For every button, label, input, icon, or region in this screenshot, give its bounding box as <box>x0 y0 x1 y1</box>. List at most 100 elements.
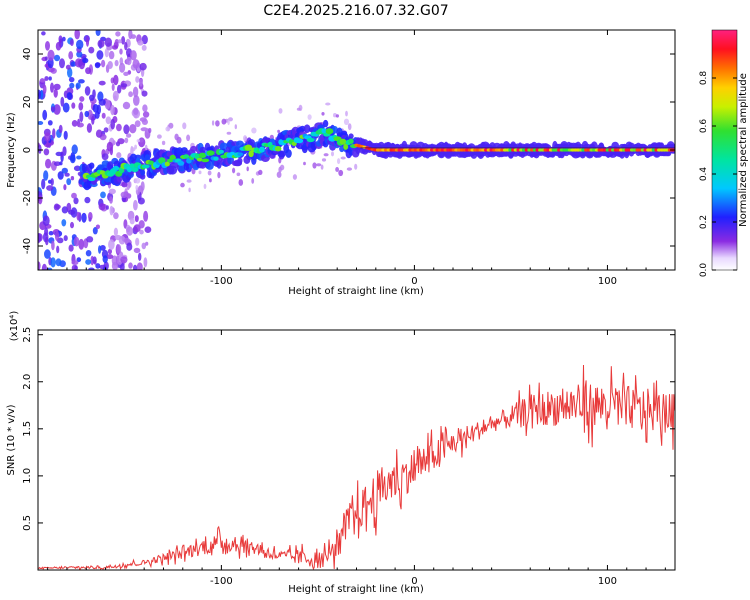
spectral-blob <box>139 173 146 180</box>
spectral-blob <box>71 264 78 270</box>
spectral-blob <box>134 154 142 161</box>
spectral-blob <box>120 191 128 198</box>
spectral-blob <box>165 126 171 132</box>
spectral-blob <box>139 78 143 87</box>
spectral-blob <box>128 91 134 98</box>
spectral-blob <box>237 152 244 157</box>
spectral-blob <box>126 226 134 236</box>
colorbar-tick-label: 0.4 <box>699 167 709 182</box>
spectral-blob <box>38 233 42 244</box>
spectral-blob <box>117 84 122 94</box>
spectral-blob <box>310 140 318 151</box>
spectral-blob <box>100 191 106 199</box>
spectral-blob <box>58 35 63 44</box>
spectral-blob <box>63 235 68 242</box>
spectral-blob <box>112 165 120 171</box>
spectral-blob <box>53 203 60 211</box>
spectral-blob <box>85 250 92 257</box>
spectral-blob <box>325 102 331 106</box>
spectral-blob <box>130 34 137 39</box>
spectral-blob <box>258 169 263 175</box>
spectral-blob <box>70 38 74 47</box>
spectral-blob <box>133 224 141 233</box>
spectral-blob <box>95 224 100 230</box>
spectral-blob <box>47 67 55 73</box>
spectral-blob <box>62 36 66 42</box>
spectral-blob <box>198 152 207 158</box>
spectral-blob <box>122 101 131 110</box>
spectral-blob <box>129 218 135 225</box>
spectral-blob <box>50 82 54 93</box>
spectral-blob <box>140 169 146 176</box>
x-tick-label: 0 <box>411 576 417 587</box>
spectral-blob <box>196 157 203 162</box>
spectral-blob <box>120 256 128 264</box>
spectral-blob <box>73 165 81 172</box>
spectral-blob <box>110 118 115 130</box>
spectral-blob <box>237 157 243 164</box>
colorbar-ticks: 0.0 0.2 0.4 0.6 0.8 <box>699 71 737 277</box>
spectral-blob <box>121 181 128 188</box>
spectral-blob <box>46 267 53 270</box>
spectral-blob <box>44 56 48 61</box>
spectral-blob <box>183 154 190 159</box>
spectral-blob <box>182 122 187 130</box>
spectral-blob <box>62 146 67 157</box>
spectral-blob <box>335 114 339 118</box>
spectral-blob <box>38 144 42 154</box>
spectral-blob <box>277 129 280 133</box>
spectral-blob <box>340 156 346 160</box>
spectral-blob <box>84 110 90 118</box>
spectral-blob <box>121 36 126 45</box>
spectral-blob <box>70 176 75 181</box>
spectral-blob <box>126 242 133 251</box>
spectral-blob <box>46 185 54 191</box>
spectral-blob <box>94 62 101 69</box>
spectral-blob <box>140 127 148 132</box>
spectral-blob <box>148 127 152 134</box>
spectral-blob <box>71 260 79 266</box>
spectral-blob <box>211 120 215 126</box>
spectral-blob <box>306 137 315 143</box>
spectral-blob <box>81 163 88 173</box>
spectral-blob <box>135 76 140 83</box>
spectral-blob <box>127 210 135 221</box>
spectral-blob <box>119 48 123 55</box>
spectral-blob <box>117 39 123 44</box>
spectral-blob <box>68 244 74 252</box>
spectral-blob <box>101 153 109 161</box>
spectral-blob <box>134 120 141 128</box>
y-tick-label: 40 <box>22 48 33 61</box>
spectral-blob <box>95 30 101 36</box>
spectral-blob <box>132 59 140 69</box>
spectrogram-ylabel: Frequency (Hz) <box>6 112 17 188</box>
spectral-blob <box>135 177 141 184</box>
spectral-blob <box>89 162 95 169</box>
spectral-blob <box>98 203 106 211</box>
spectral-blob <box>105 116 112 125</box>
spectral-blob <box>296 107 301 111</box>
y-tick-label: 0 <box>22 147 33 153</box>
spectral-blob <box>113 212 119 220</box>
spectral-blob <box>115 31 121 37</box>
spectral-blob <box>98 80 106 86</box>
spectral-blob <box>259 146 265 153</box>
spectral-blob <box>44 76 49 81</box>
spectral-blob <box>76 257 82 263</box>
spectral-blob <box>69 82 75 89</box>
spectral-blob <box>207 170 212 176</box>
spectral-blob <box>98 245 102 254</box>
spectral-blob <box>116 123 122 132</box>
spectral-blob <box>277 150 286 158</box>
page-title: C2E4.2025.216.07.32.G07 <box>263 3 448 19</box>
spectral-blob <box>99 245 106 251</box>
spectral-blob <box>76 211 80 221</box>
spectral-blob <box>157 134 162 139</box>
spectral-blob <box>123 124 130 135</box>
spectral-blob <box>126 133 132 138</box>
spectral-blob <box>98 98 106 106</box>
spectral-blob <box>238 179 244 186</box>
spectral-blob <box>87 176 96 182</box>
spectral-blob <box>62 102 70 113</box>
spectral-blob <box>44 227 49 236</box>
